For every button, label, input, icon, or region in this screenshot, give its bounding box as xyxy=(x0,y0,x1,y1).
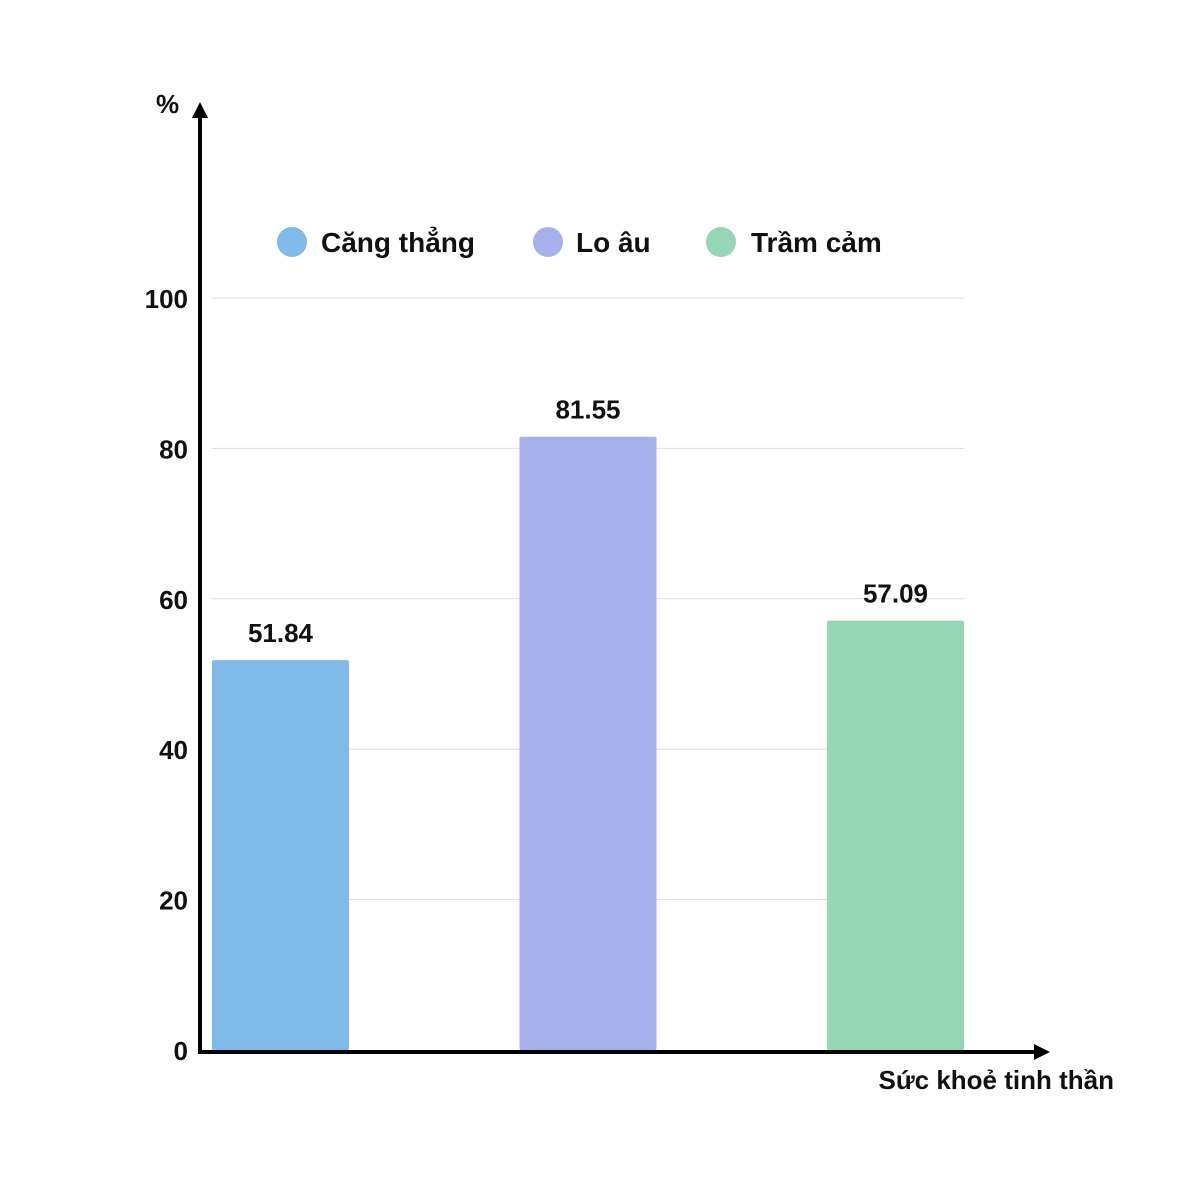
y-axis-label: % xyxy=(156,89,179,119)
y-tick-label-3: 60 xyxy=(159,585,188,615)
bar-2 xyxy=(827,620,964,1050)
legend-marker-0 xyxy=(277,227,307,257)
legend-label-0: Căng thẳng xyxy=(321,226,475,258)
y-tick-label-5: 100 xyxy=(145,284,188,314)
y-axis-arrow-icon xyxy=(192,102,208,118)
x-axis-arrow-icon xyxy=(1034,1044,1050,1060)
y-tick-label-2: 40 xyxy=(159,735,188,765)
legend: Căng thẳng Lo âu Trầm cảm xyxy=(277,226,882,258)
bars xyxy=(212,436,964,1050)
y-tick-label-0: 0 xyxy=(174,1036,188,1066)
data-labels: 51.84 81.55 57.09 xyxy=(248,395,928,648)
legend-label-2: Trầm cảm xyxy=(751,227,882,258)
legend-marker-2 xyxy=(706,227,736,257)
data-label-0: 51.84 xyxy=(248,618,314,648)
y-tick-labels: 0 20 40 60 80 100 xyxy=(145,284,188,1066)
y-tick-label-1: 20 xyxy=(159,886,188,916)
y-tick-label-4: 80 xyxy=(159,434,188,464)
data-label-1: 81.55 xyxy=(555,395,620,425)
bar-0 xyxy=(212,660,349,1050)
bar-1 xyxy=(519,436,657,1050)
legend-label-1: Lo âu xyxy=(576,227,651,258)
x-axis-label: Sức khoẻ tinh thần xyxy=(878,1065,1114,1095)
data-label-2: 57.09 xyxy=(863,579,928,609)
legend-marker-1 xyxy=(533,227,563,257)
